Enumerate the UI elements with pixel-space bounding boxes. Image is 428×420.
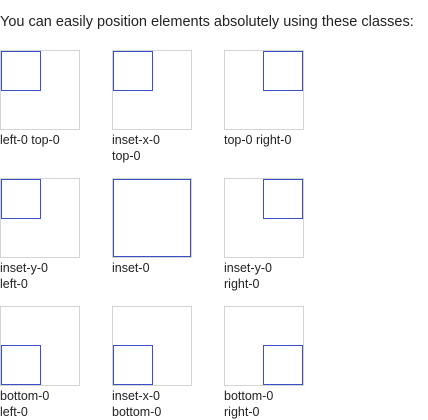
example-box (224, 50, 304, 130)
positioned-element (1, 51, 41, 91)
example: left-0 top-0 (0, 50, 100, 148)
positioned-element (113, 179, 191, 257)
example-box (0, 306, 80, 386)
label-line: inset-0 (112, 261, 150, 275)
example: inset-0 (112, 178, 212, 276)
label-line: bottom-0 (112, 405, 162, 419)
example: inset-x-0 bottom-0 (112, 306, 212, 420)
example-label: bottom-0 left-0 (0, 388, 100, 420)
label-line: inset-y-0 (224, 261, 272, 275)
example: top-0 right-0 (224, 50, 324, 148)
label-line: left-0 top-0 (0, 133, 60, 147)
example-label: inset-x-0 bottom-0 (112, 388, 212, 420)
label-line: top-0 right-0 (224, 133, 292, 147)
example: bottom-0 right-0 (224, 306, 324, 420)
label-line: left-0 (0, 277, 28, 291)
example-box (0, 178, 80, 258)
example-label: inset-0 (112, 260, 212, 276)
example: inset-y-0 right-0 (224, 178, 324, 292)
example-box (112, 178, 192, 258)
example: inset-y-0 left-0 (0, 178, 100, 292)
positioned-element (113, 51, 153, 91)
positioned-element (263, 179, 303, 219)
example-label: inset-y-0 left-0 (0, 260, 100, 292)
example-box (0, 50, 80, 130)
intro-text: You can easily position elements absolut… (0, 14, 414, 30)
label-line: bottom-0 (224, 389, 274, 403)
label-line: right-0 (224, 405, 260, 419)
example-label: inset-y-0 right-0 (224, 260, 324, 292)
example-label: left-0 top-0 (0, 132, 100, 148)
example-label: inset-x-0 top-0 (112, 132, 212, 164)
positioned-element (263, 345, 303, 385)
example-box (112, 50, 192, 130)
label-line: inset-y-0 (0, 261, 48, 275)
positioned-element (1, 345, 41, 385)
example-label: top-0 right-0 (224, 132, 324, 148)
example-label: bottom-0 right-0 (224, 388, 324, 420)
label-line: inset-x-0 (112, 133, 160, 147)
positioned-element (113, 345, 153, 385)
positioned-element (263, 51, 303, 91)
example-box (112, 306, 192, 386)
label-line: top-0 (112, 149, 141, 163)
example: bottom-0 left-0 (0, 306, 100, 420)
example: inset-x-0 top-0 (112, 50, 212, 164)
example-box (224, 178, 304, 258)
label-line: inset-x-0 (112, 389, 160, 403)
positioned-element (1, 179, 41, 219)
label-line: bottom-0 (0, 389, 50, 403)
example-box (224, 306, 304, 386)
label-line: right-0 (224, 277, 260, 291)
label-line: left-0 (0, 405, 28, 419)
